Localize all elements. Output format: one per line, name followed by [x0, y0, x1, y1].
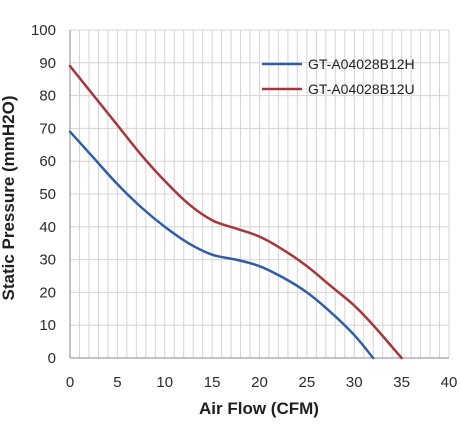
x-axis-title: Air Flow (CFM) [199, 399, 319, 418]
x-tick-label: 5 [113, 374, 121, 391]
tick-labels: 0 5 10 15 20 25 30 35 40 0 10 20 30 40 50 60 70 80 90 100 [31, 22, 457, 391]
x-tick-label: 25 [299, 374, 316, 391]
y-tick-label: 50 [39, 186, 56, 203]
y-axis-title: Static Pressure (mmH2O) [0, 95, 18, 300]
y-tick-label: 90 [39, 55, 56, 72]
series-line-2 [68, 64, 403, 360]
legend-label-2: GT-A04028B12U [308, 81, 415, 97]
y-tick-label: 0 [48, 350, 56, 367]
x-tick-label: 15 [204, 374, 221, 391]
y-tick-label: 40 [39, 219, 56, 236]
x-tick-label: 40 [441, 374, 458, 391]
y-tick-label: 30 [39, 252, 56, 269]
y-tick-label: 100 [31, 22, 56, 39]
x-tick-label: 20 [251, 374, 268, 391]
y-tick-label: 80 [39, 88, 56, 105]
series-lines [68, 64, 403, 360]
series-line-1 [68, 130, 375, 360]
y-tick-label: 60 [39, 153, 56, 170]
grid [69, 29, 450, 359]
x-tick-label: 35 [393, 374, 410, 391]
x-tick-label: 0 [66, 374, 74, 391]
legend-label-1: GT-A04028B12H [308, 56, 415, 72]
legend: GT-A04028B12H GT-A04028B12U [262, 56, 415, 97]
y-tick-label: 20 [39, 284, 56, 301]
axes [69, 30, 449, 359]
x-tick-label: 30 [346, 374, 363, 391]
x-tick-label: 10 [156, 374, 173, 391]
y-tick-label: 70 [39, 120, 56, 137]
y-tick-label: 10 [39, 317, 56, 334]
